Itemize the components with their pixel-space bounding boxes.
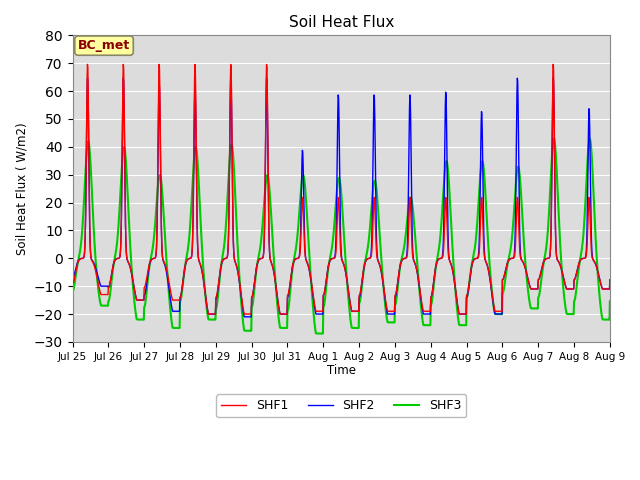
SHF1 bbox=[344, 287, 352, 293]
X-axis label: Time: Time bbox=[326, 364, 356, 377]
SHF3 bbox=[158, 188, 166, 193]
Title: Soil Heat Flux: Soil Heat Flux bbox=[289, 15, 394, 30]
SHF3 bbox=[319, 331, 327, 336]
SHF2 bbox=[579, 256, 586, 262]
SHF3 bbox=[635, 317, 640, 323]
SHF3 bbox=[550, 136, 557, 142]
SHF1 bbox=[333, 209, 341, 215]
SHF3 bbox=[333, 182, 341, 188]
Text: BC_met: BC_met bbox=[78, 39, 130, 52]
SHF2 bbox=[334, 106, 342, 111]
SHF1 bbox=[549, 61, 557, 67]
Y-axis label: Soil Heat Flux ( W/m2): Soil Heat Flux ( W/m2) bbox=[15, 122, 28, 255]
SHF3 bbox=[495, 311, 502, 317]
SHF2 bbox=[345, 290, 353, 296]
Legend: SHF1, SHF2, SHF3: SHF1, SHF2, SHF3 bbox=[216, 394, 466, 417]
SHF2 bbox=[159, 254, 166, 260]
SHF3 bbox=[344, 294, 352, 300]
SHF1 bbox=[205, 311, 212, 317]
SHF2 bbox=[635, 286, 640, 292]
SHF1 bbox=[495, 308, 502, 314]
SHF3 bbox=[579, 240, 586, 246]
SHF2 bbox=[84, 75, 92, 81]
SHF2 bbox=[68, 275, 76, 281]
Line: SHF3: SHF3 bbox=[72, 139, 640, 334]
Line: SHF1: SHF1 bbox=[72, 64, 640, 314]
SHF2 bbox=[495, 311, 502, 317]
SHF2 bbox=[241, 314, 248, 320]
Line: SHF2: SHF2 bbox=[72, 78, 640, 317]
SHF3 bbox=[68, 288, 76, 294]
SHF1 bbox=[158, 248, 166, 254]
SHF1 bbox=[579, 256, 586, 262]
SHF1 bbox=[68, 281, 76, 287]
SHF1 bbox=[635, 286, 640, 292]
